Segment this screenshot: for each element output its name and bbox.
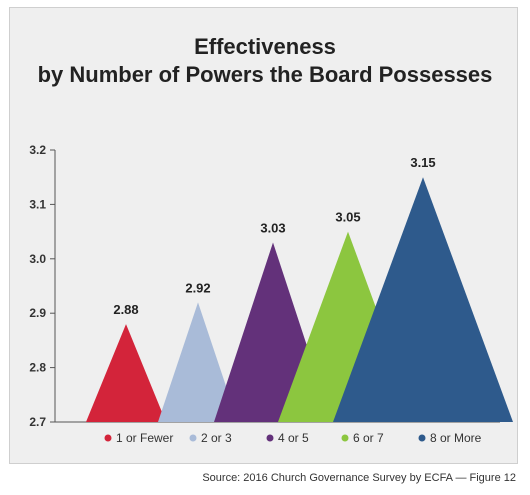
legend-label-3: 6 or 7 — [353, 431, 384, 445]
legend-swatch-0 — [104, 434, 112, 442]
y-tick-label-4: 3.1 — [29, 197, 46, 211]
legend-swatch-2 — [266, 434, 274, 442]
legend-swatch-4 — [418, 434, 426, 442]
chart-title-line2: by Number of Powers the Board Possesses — [37, 62, 493, 87]
triangle-mark-4 — [333, 177, 513, 422]
legend-label-0: 1 or Fewer — [116, 431, 173, 445]
legend-swatch-3 — [341, 434, 349, 442]
legend-label-1: 2 or 3 — [201, 431, 232, 445]
source-note: Source: 2016 Church Governance Survey by… — [202, 472, 516, 484]
data-label-3: 3.05 — [335, 210, 360, 225]
y-tick-label-2: 2.9 — [29, 306, 46, 320]
legend-label-4: 8 or More — [430, 431, 482, 445]
legend-label-2: 4 or 5 — [278, 431, 309, 445]
triangle-mark-0 — [86, 324, 166, 422]
data-label-2: 3.03 — [260, 220, 285, 235]
chart-title-line1: Effectiveness — [194, 34, 336, 59]
data-label-0: 2.88 — [113, 302, 138, 317]
data-label-1: 2.92 — [185, 280, 210, 295]
data-label-4: 3.15 — [410, 155, 435, 170]
y-tick-label-5: 3.2 — [29, 143, 46, 157]
y-tick-label-0: 2.7 — [29, 415, 46, 429]
y-tick-label-3: 3.0 — [29, 252, 46, 266]
legend-swatch-1 — [189, 434, 197, 442]
y-tick-label-1: 2.8 — [29, 361, 46, 375]
triangle-mark-1 — [158, 302, 238, 422]
